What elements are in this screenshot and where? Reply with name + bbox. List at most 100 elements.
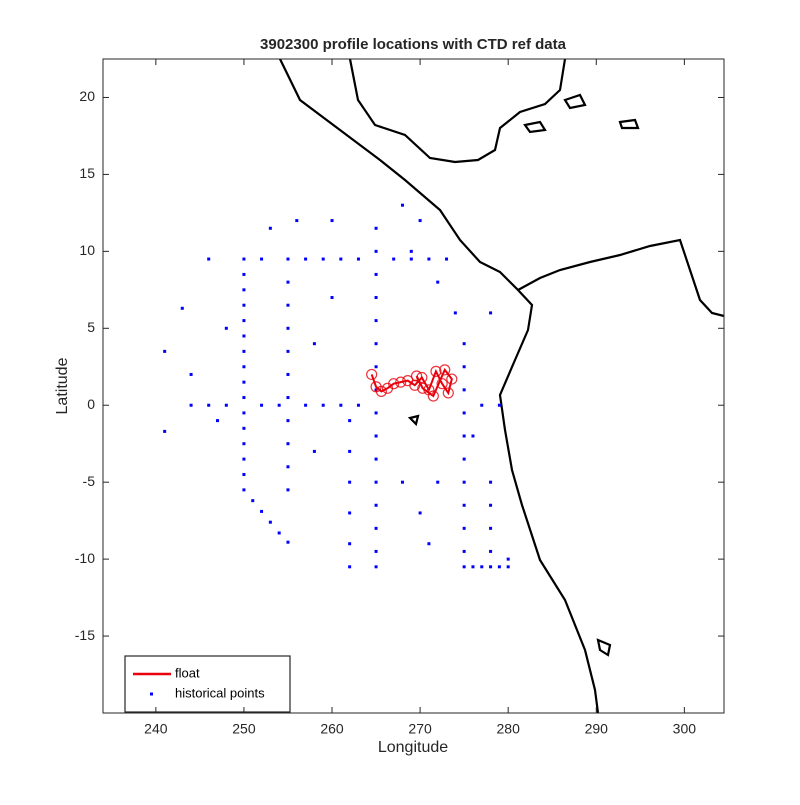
historical-point [260,257,264,261]
y-axis-label: Latitude [54,357,71,414]
x-tick-label: 280 [497,721,521,737]
float-point [395,376,407,388]
historical-point [480,565,484,569]
historical-point [462,388,466,392]
historical-point [374,319,378,323]
historical-point [348,480,352,484]
legend-label: historical points [175,685,265,700]
historical-point [462,480,466,484]
historical-point [268,520,272,524]
historical-point [374,434,378,438]
float-point [442,387,454,399]
historical-point [330,219,334,223]
historical-point [374,480,378,484]
historical-point [471,565,475,569]
historical-point [356,257,360,261]
historical-point [374,249,378,253]
historical-point [462,365,466,369]
historical-point [295,219,299,223]
y-tick-label: -15 [75,627,95,643]
historical-point [374,272,378,276]
historical-point [374,526,378,530]
historical-point [462,411,466,415]
historical-point [374,365,378,369]
historical-point [321,257,325,261]
historical-point [462,565,466,569]
historical-point [242,303,246,307]
historical-point [497,403,501,407]
historical-point [427,257,431,261]
float-point [416,371,428,384]
x-tick-label: 270 [408,721,432,737]
historical-point [242,457,246,461]
historical-point [242,334,246,338]
historical-point [374,549,378,553]
historical-point [374,226,378,230]
x-tick-label: 260 [320,721,344,737]
historical-point [163,349,167,353]
y-tick-label: 20 [79,88,95,104]
historical-point [286,396,290,400]
historical-point [497,565,501,569]
plot-area [163,203,510,569]
historical-point [462,526,466,530]
float-point [375,385,387,397]
pacific-coast [279,58,600,714]
historical-point [506,565,510,569]
historical-point [471,434,475,438]
x-tick-label: 300 [673,721,697,737]
historical-point [348,419,352,423]
float-point [430,365,442,377]
historical-point [480,403,484,407]
historical-point [374,342,378,346]
float-point [388,378,400,390]
historical-point [242,365,246,369]
historical-point [242,472,246,476]
historical-point [348,542,352,546]
historical-point [286,303,290,307]
historical-point [409,257,413,261]
historical-point [445,257,449,261]
historical-point [304,257,308,261]
x-tick-label: 250 [232,721,256,737]
legend-box [124,655,291,713]
historical-point [339,403,343,407]
float-point [427,390,439,402]
historical-point [348,565,352,569]
historical-point [286,419,290,423]
historical-point [348,511,352,515]
historical-point [330,296,334,300]
historical-point [312,449,316,453]
historical-point [242,288,246,292]
historical-point [242,411,246,415]
historical-point [286,465,290,469]
float-point [417,382,429,394]
historical-point [418,219,422,223]
historical-point [436,280,440,284]
islands [407,93,640,657]
historical-point [374,565,378,569]
historical-point [260,509,264,513]
y-tick-label: 0 [87,396,95,412]
historical-point [400,480,404,484]
historical-point [277,403,281,407]
float-point [436,378,448,390]
y-tick-label: -10 [75,550,95,566]
historical-point [286,540,290,544]
y-tick-label: 5 [87,319,95,335]
historical-point [242,442,246,446]
historical-point [277,531,281,535]
historical-point [312,342,316,346]
historical-point [304,403,308,407]
historical-point [242,272,246,276]
historical-point [348,449,352,453]
historical-point [180,306,184,310]
historical-point [286,349,290,353]
x-axis-label: Longitude [378,739,448,756]
historical-point [207,403,211,407]
axes-frame [102,58,725,714]
historical-point [506,557,510,561]
legend-swatch [150,692,153,696]
